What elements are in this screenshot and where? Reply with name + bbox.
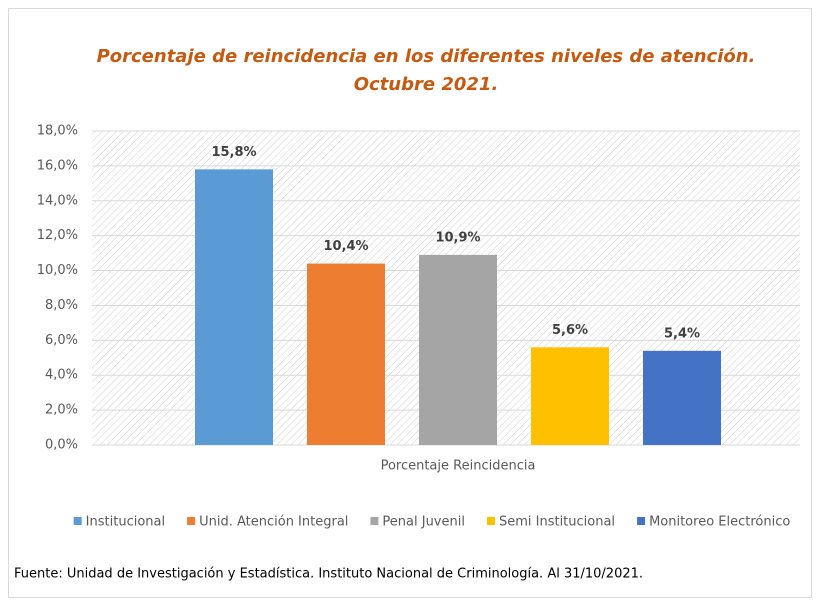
legend-label: Penal Juvenil (382, 515, 465, 530)
bar (419, 254, 497, 445)
bar (531, 347, 609, 445)
y-tick-label: 8,0% (45, 298, 78, 313)
bar (307, 263, 385, 445)
x-category-label: Porcentaje Reincidencia (381, 459, 536, 474)
data-label: 10,4% (323, 239, 368, 254)
data-label: 5,6% (552, 323, 588, 338)
y-tick-label: 14,0% (37, 193, 78, 208)
legend-swatch (637, 517, 646, 525)
chart-title: Octubre 2021. (354, 74, 499, 95)
y-tick-label: 0,0% (45, 438, 78, 453)
y-tick-label: 16,0% (37, 158, 78, 173)
data-label: 15,8% (211, 145, 256, 160)
y-tick-label: 6,0% (45, 333, 78, 348)
bar (643, 350, 721, 445)
data-label: 5,4% (664, 326, 700, 341)
y-tick-label: 10,0% (37, 263, 78, 278)
legend-label: Unid. Atención Integral (199, 515, 348, 530)
legend-swatch (73, 517, 82, 525)
legend-label: Institucional (86, 515, 165, 530)
legend-label: Semi Institucional (499, 515, 615, 530)
y-tick-label: 18,0% (37, 124, 78, 139)
legend-label: Monitoreo Electrónico (649, 515, 790, 530)
y-tick-label: 4,0% (45, 368, 78, 383)
bar (195, 169, 273, 445)
y-tick-label: 2,0% (45, 403, 78, 418)
source-note: Fuente: Unidad de Investigación y Estadí… (14, 567, 643, 582)
legend-swatch (486, 517, 495, 525)
chart-title: Porcentaje de reincidencia en los difere… (97, 46, 756, 67)
legend-swatch (187, 517, 196, 525)
data-label: 10,9% (435, 230, 480, 245)
y-tick-label: 12,0% (37, 228, 78, 243)
legend-swatch (370, 517, 379, 525)
